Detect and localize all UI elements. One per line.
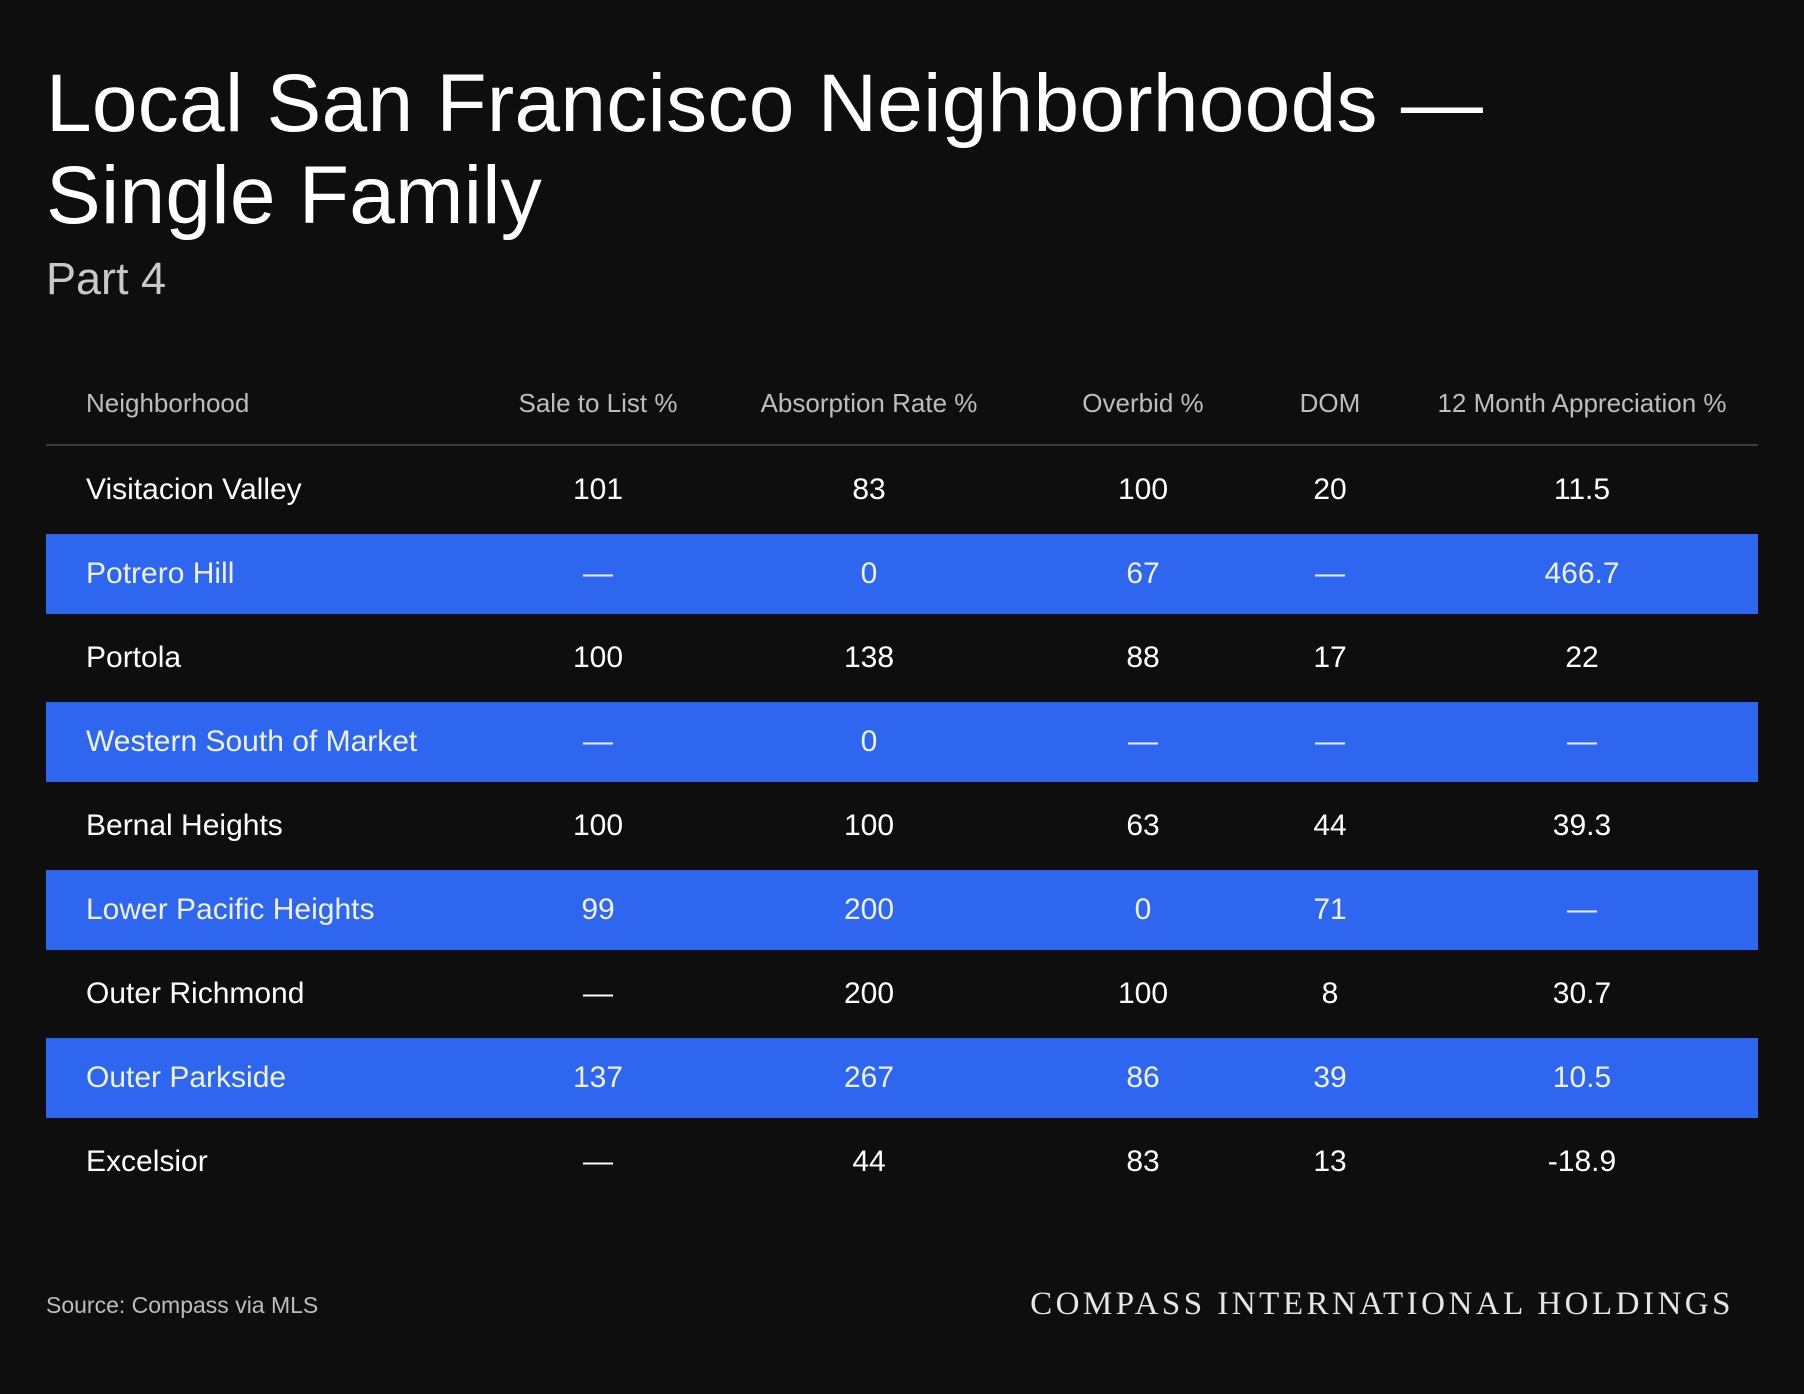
brand-logo-text: COMPASS INTERNATIONAL HOLDINGS [1030,1286,1734,1322]
cell-overbid: 100 [1117,977,1169,1010]
cell-appreciation: 39.3 [1552,809,1612,842]
cell-neighborhood: Visitacion Valley [86,473,302,506]
page-title: Local San Francisco Neighborhoods — Sing… [46,58,1484,241]
cell-absorption-rate: 0 [860,557,878,590]
cell-dom: — [1315,725,1345,758]
cell-dom: 17 [1313,641,1347,674]
cell-dom: 39 [1313,1061,1347,1094]
cell-sale-to-list: 101 [572,473,624,506]
cell-sale-to-list: — [583,1145,613,1178]
cell-dom: — [1315,557,1345,590]
table-body: Visitacion Valley 101 83 100 20 11.5 Potrero H… [46,450,1758,1202]
cell-absorption-rate: 44 [852,1145,886,1178]
cell-neighborhood: Portola [86,641,182,674]
cell-neighborhood: Western South of Market [86,725,418,758]
cell-overbid: 83 [1126,1145,1160,1178]
cell-appreciation: — [1567,893,1597,926]
table-row: Portola 100 138 88 17 22 [46,618,1758,698]
table-row: Outer Parkside 137 267 86 39 10.5 [46,1038,1758,1118]
cell-neighborhood: Lower Pacific Heights [86,893,375,926]
cell-dom: 71 [1313,893,1347,926]
cell-absorption-rate: 200 [843,893,895,926]
cell-appreciation: 22 [1565,641,1599,674]
cell-absorption-rate: 200 [843,977,895,1010]
table-header-row: Neighborhood Sale to List % Absorption R… [46,362,1758,446]
cell-sale-to-list: 100 [572,641,624,674]
cell-appreciation: 10.5 [1552,1061,1612,1094]
cell-absorption-rate: 267 [843,1061,895,1094]
cell-dom: 8 [1321,977,1339,1010]
cell-absorption-rate: 0 [860,725,878,758]
column-header-neighborhood: Neighborhood [86,387,250,418]
cell-overbid: 88 [1126,641,1160,674]
cell-sale-to-list: — [583,977,613,1010]
cell-neighborhood: Potrero Hill [86,557,235,590]
cell-sale-to-list: 99 [581,893,615,926]
cell-overbid: 0 [1134,893,1152,926]
cell-sale-to-list: 137 [572,1061,624,1094]
table-row: Western South of Market — 0 — — — [46,702,1758,782]
cell-absorption-rate: 83 [852,473,886,506]
table-row: Lower Pacific Heights 99 200 0 71 — [46,870,1758,950]
source-note: Source: Compass via MLS [46,1292,319,1318]
table-row: Outer Richmond — 200 100 8 30.7 [46,954,1758,1034]
cell-neighborhood: Excelsior [86,1145,208,1178]
cell-overbid: 86 [1126,1061,1160,1094]
cell-sale-to-list: — [583,557,613,590]
cell-dom: 13 [1313,1145,1347,1178]
cell-sale-to-list: 100 [572,809,624,842]
cell-neighborhood: Outer Richmond [86,977,305,1010]
column-header-absorption-rate: Absorption Rate % [760,387,978,418]
table-row: Potrero Hill — 0 67 — 466.7 [46,534,1758,614]
column-header-dom: DOM [1299,387,1361,418]
cell-appreciation: -18.9 [1547,1145,1617,1178]
cell-absorption-rate: 100 [843,809,895,842]
cell-appreciation: 11.5 [1553,473,1611,506]
cell-overbid: 67 [1126,557,1160,590]
cell-appreciation: 30.7 [1552,977,1612,1010]
table-row: Excelsior — 44 83 13 -18.9 [46,1122,1758,1202]
column-header-overbid: Overbid % [1082,387,1204,418]
table-row: Bernal Heights 100 100 63 44 39.3 [46,786,1758,866]
cell-appreciation: — [1567,725,1597,758]
cell-dom: 44 [1313,809,1347,842]
table-row: Visitacion Valley 101 83 100 20 11.5 [46,450,1758,530]
cell-appreciation: 466.7 [1544,557,1620,590]
cell-overbid: — [1128,725,1158,758]
column-header-appreciation: 12 Month Appreciation % [1437,387,1727,418]
cell-sale-to-list: — [583,725,613,758]
cell-overbid: 63 [1126,809,1160,842]
cell-neighborhood: Bernal Heights [86,809,283,842]
cell-neighborhood: Outer Parkside [86,1061,287,1094]
neighborhood-table: Neighborhood Sale to List % Absorption R… [46,362,1758,1206]
cell-dom: 20 [1313,473,1347,506]
cell-overbid: 100 [1117,473,1169,506]
cell-absorption-rate: 138 [843,641,895,674]
column-header-sale-to-list: Sale to List % [518,387,678,418]
page-subtitle: Part 4 [46,253,167,304]
